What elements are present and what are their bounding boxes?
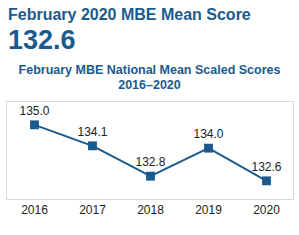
svg-text:134.0: 134.0: [193, 127, 223, 141]
svg-text:2019: 2019: [195, 203, 222, 217]
svg-text:135.0: 135.0: [19, 104, 49, 118]
svg-text:134.1: 134.1: [77, 125, 107, 139]
svg-text:132.8: 132.8: [135, 155, 165, 169]
html-text:February MBE National Mean Sca: February MBE National Mean Scaled Scores: [18, 63, 281, 77]
html-text:February 2020 MBE Mean Score: February 2020 MBE Mean Score: [8, 6, 251, 23]
svg-text:2020: 2020: [253, 203, 280, 217]
svg-text:132.6: 132.6: [251, 160, 281, 174]
svg-text:2018: 2018: [137, 203, 164, 217]
html-text:132.6: 132.6: [8, 25, 76, 55]
html-text:2016–2020: 2016–2020: [118, 78, 181, 92]
svg-text:2017: 2017: [79, 203, 106, 217]
svg-text:2016: 2016: [21, 203, 48, 217]
